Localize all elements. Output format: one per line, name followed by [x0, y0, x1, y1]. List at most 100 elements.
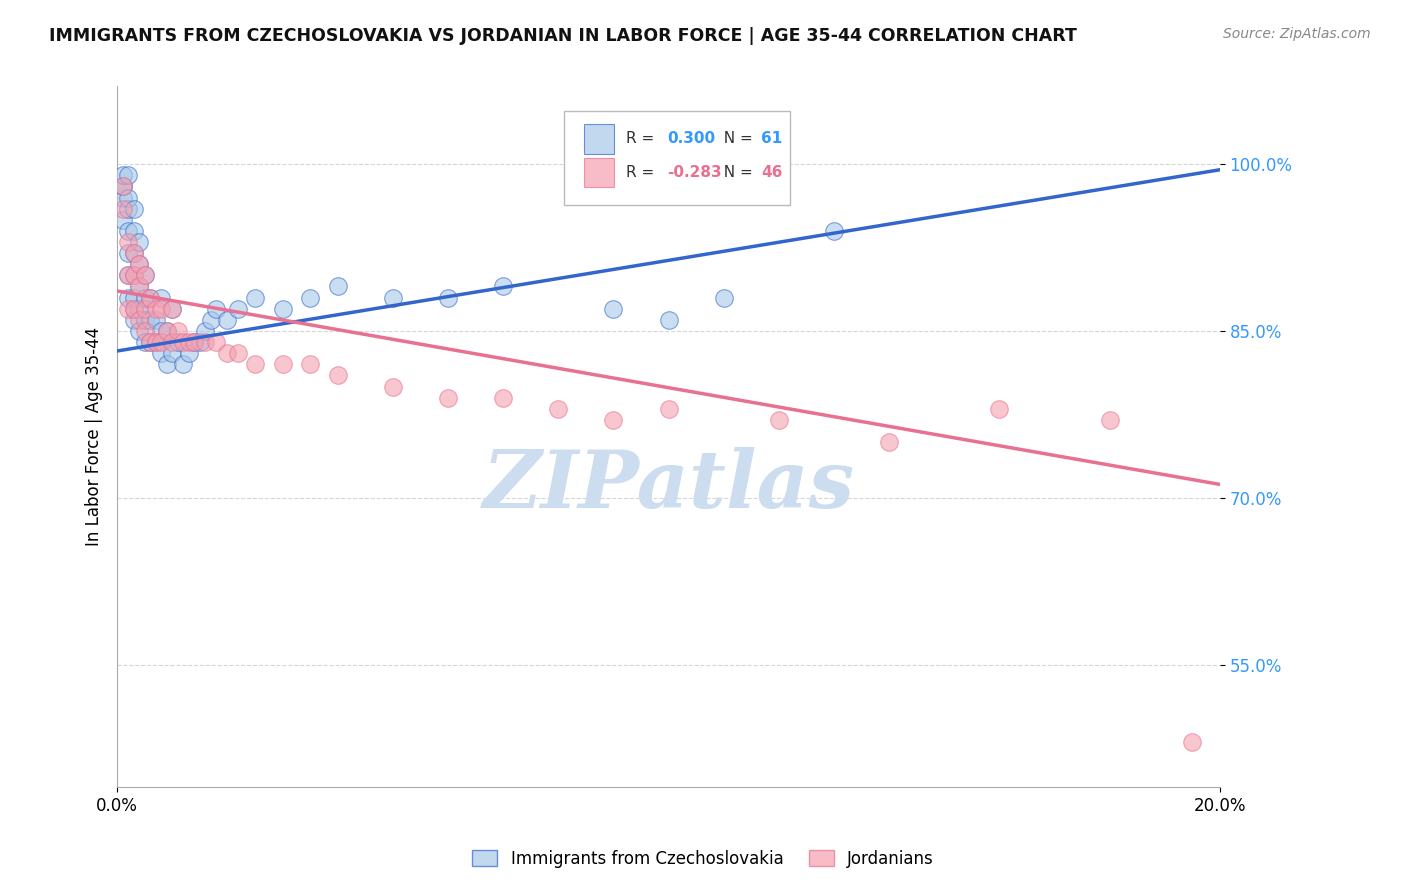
Point	[134, 301, 156, 316]
Point	[150, 335, 173, 350]
Point	[166, 324, 188, 338]
Point	[172, 357, 194, 371]
Point	[122, 301, 145, 316]
Point	[139, 291, 162, 305]
Y-axis label: In Labor Force | Age 35-44: In Labor Force | Age 35-44	[86, 327, 103, 546]
Point	[134, 313, 156, 327]
Point	[602, 413, 624, 427]
Text: R =: R =	[626, 131, 658, 146]
Point	[111, 212, 134, 227]
Point	[217, 313, 239, 327]
Point	[122, 291, 145, 305]
Point	[139, 335, 162, 350]
Legend: Immigrants from Czechoslovakia, Jordanians: Immigrants from Czechoslovakia, Jordania…	[465, 844, 941, 875]
Point	[657, 313, 679, 327]
Point	[134, 291, 156, 305]
Point	[172, 335, 194, 350]
Point	[713, 291, 735, 305]
FancyBboxPatch shape	[583, 124, 614, 153]
Point	[243, 357, 266, 371]
Point	[139, 335, 162, 350]
Point	[205, 301, 228, 316]
Text: 46: 46	[761, 165, 783, 180]
Point	[299, 357, 322, 371]
Point	[128, 279, 150, 293]
Point	[122, 246, 145, 260]
Point	[217, 346, 239, 360]
Point	[194, 324, 217, 338]
Text: Source: ZipAtlas.com: Source: ZipAtlas.com	[1223, 27, 1371, 41]
Point	[128, 257, 150, 271]
Point	[117, 268, 139, 283]
Text: R =: R =	[626, 165, 658, 180]
Point	[150, 346, 173, 360]
Point	[326, 279, 349, 293]
Point	[128, 301, 150, 316]
Point	[117, 190, 139, 204]
Point	[162, 346, 184, 360]
Point	[150, 324, 173, 338]
Point	[183, 335, 205, 350]
Text: N =: N =	[714, 165, 758, 180]
Point	[162, 301, 184, 316]
Point	[988, 401, 1011, 416]
Point	[145, 313, 167, 327]
Point	[381, 291, 404, 305]
Point	[145, 335, 167, 350]
Point	[177, 346, 200, 360]
Point	[150, 291, 173, 305]
Point	[117, 202, 139, 216]
Point	[122, 313, 145, 327]
Point	[145, 335, 167, 350]
Point	[271, 301, 294, 316]
Point	[768, 413, 790, 427]
Point	[183, 335, 205, 350]
Text: ZIPatlas: ZIPatlas	[482, 447, 855, 524]
Point	[271, 357, 294, 371]
Point	[1181, 735, 1204, 749]
Point	[150, 301, 173, 316]
Point	[205, 335, 228, 350]
Point	[111, 179, 134, 194]
Point	[128, 279, 150, 293]
Point	[657, 401, 679, 416]
Point	[117, 235, 139, 249]
Point	[128, 235, 150, 249]
Point	[117, 224, 139, 238]
Point	[111, 169, 134, 183]
Point	[156, 357, 179, 371]
Point	[111, 190, 134, 204]
Point	[437, 291, 460, 305]
Text: -0.283: -0.283	[668, 165, 723, 180]
Point	[243, 291, 266, 305]
Point	[139, 313, 162, 327]
Point	[134, 324, 156, 338]
Point	[122, 268, 145, 283]
Point	[602, 301, 624, 316]
Text: 0.300: 0.300	[668, 131, 716, 146]
Point	[117, 268, 139, 283]
Point	[128, 257, 150, 271]
Point	[122, 301, 145, 316]
Point	[228, 346, 250, 360]
Point	[492, 279, 515, 293]
Point	[122, 202, 145, 216]
Point	[139, 291, 162, 305]
Point	[122, 268, 145, 283]
Point	[437, 391, 460, 405]
Point	[1098, 413, 1121, 427]
Point	[166, 335, 188, 350]
Point	[117, 169, 139, 183]
Point	[134, 268, 156, 283]
Point	[122, 246, 145, 260]
Point	[156, 324, 179, 338]
FancyBboxPatch shape	[583, 158, 614, 187]
Point	[823, 224, 845, 238]
FancyBboxPatch shape	[564, 111, 790, 205]
Point	[877, 435, 900, 450]
Point	[177, 335, 200, 350]
Point	[128, 313, 150, 327]
Point	[194, 335, 217, 350]
Text: IMMIGRANTS FROM CZECHOSLOVAKIA VS JORDANIAN IN LABOR FORCE | AGE 35-44 CORRELATI: IMMIGRANTS FROM CZECHOSLOVAKIA VS JORDAN…	[49, 27, 1077, 45]
Point	[228, 301, 250, 316]
